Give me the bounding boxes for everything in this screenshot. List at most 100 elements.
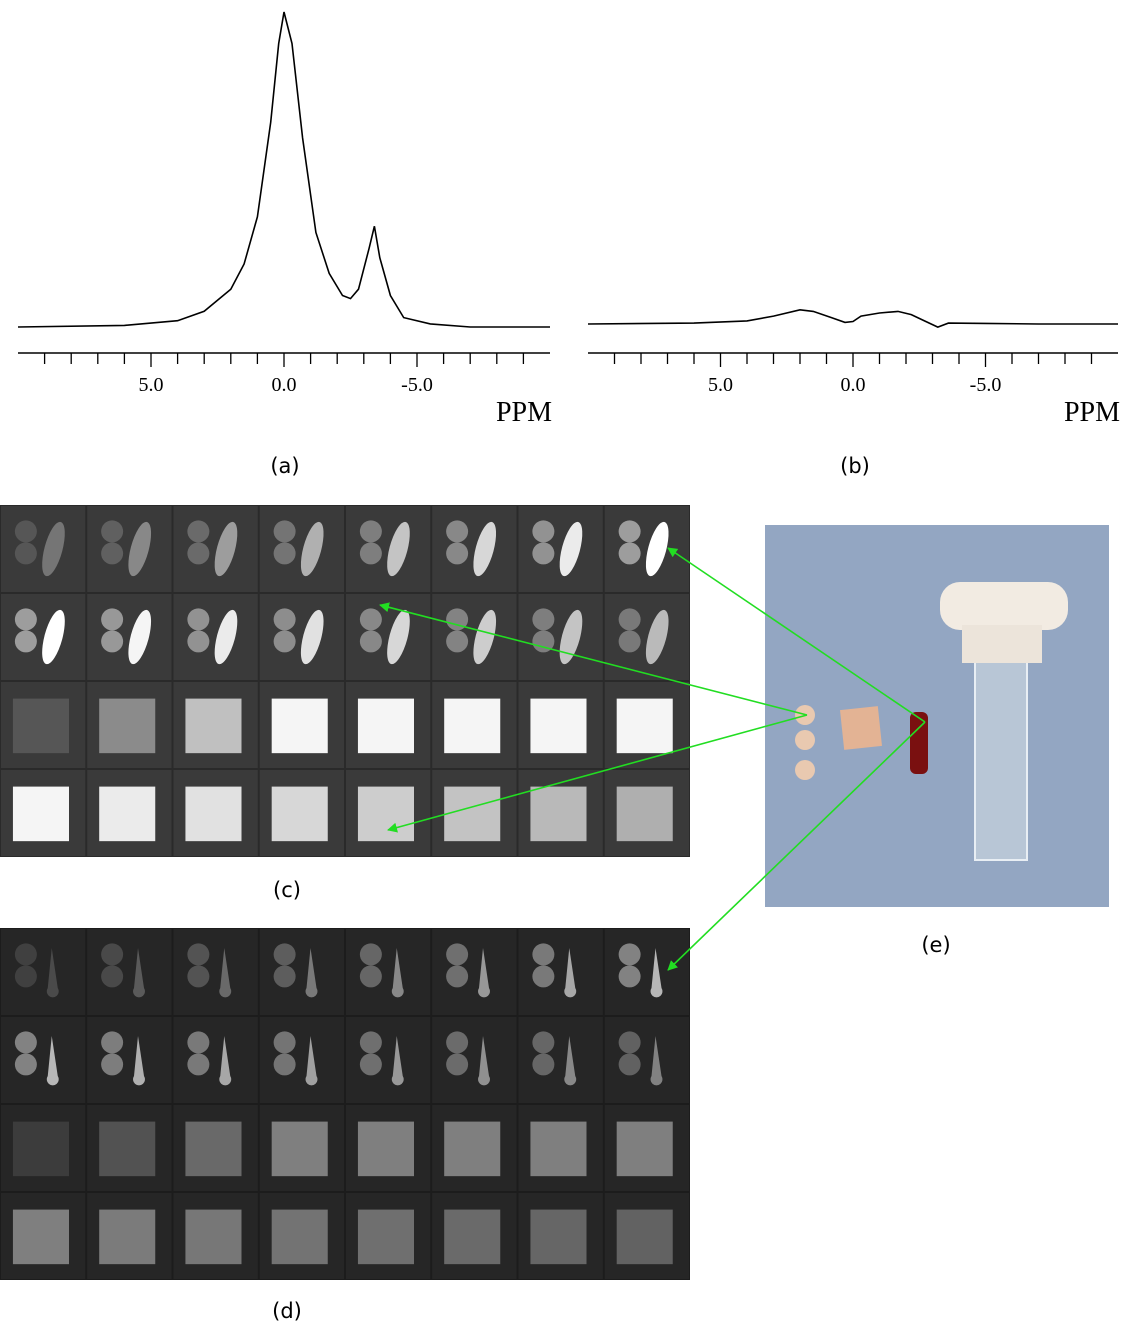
image-cell: [1, 929, 85, 1015]
image-cell: [87, 1017, 171, 1103]
image-cell: [519, 506, 603, 592]
image-cell: [174, 929, 258, 1015]
caption: (d): [272, 1299, 302, 1323]
disc: [187, 1031, 209, 1053]
disc: [619, 1053, 641, 1075]
image-cell: [174, 506, 258, 592]
cube: [99, 1122, 155, 1177]
cube: [530, 699, 586, 754]
disc: [101, 943, 123, 965]
disc: [360, 608, 382, 630]
disc: [101, 965, 123, 987]
cube: [13, 1210, 69, 1265]
caption: (c): [273, 878, 301, 902]
x-tick-label: 0.0: [841, 374, 866, 396]
image-cell: [260, 929, 344, 1015]
cube: [99, 699, 155, 754]
cube: [444, 1210, 500, 1265]
cube: [185, 1210, 241, 1265]
cube: [444, 1122, 500, 1177]
image-cell: [605, 929, 689, 1015]
container-neck: [962, 625, 1042, 663]
sample-cube: [840, 706, 882, 750]
disc: [101, 1031, 123, 1053]
cube: [617, 1210, 673, 1265]
disc: [15, 1053, 37, 1075]
disc: [532, 520, 554, 542]
image-cell: [519, 594, 603, 680]
disc: [187, 520, 209, 542]
cube: [358, 1210, 414, 1265]
disc: [15, 1031, 37, 1053]
image-cell: [346, 1017, 430, 1103]
disc: [360, 965, 382, 987]
disc: [619, 1031, 641, 1053]
cube: [272, 699, 328, 754]
x-tick-label: -5.0: [401, 374, 433, 396]
disc: [446, 630, 468, 652]
image-cell: [346, 506, 430, 592]
disc: [446, 520, 468, 542]
cube: [99, 787, 155, 842]
disc: [446, 1031, 468, 1053]
x-axis-label: PPM: [1064, 397, 1120, 428]
container-tube: [975, 662, 1027, 860]
spectrum-line: [18, 12, 550, 327]
cube: [13, 787, 69, 842]
disc: [101, 1053, 123, 1075]
cube: [185, 699, 241, 754]
image-cell: [605, 1017, 689, 1103]
cube: [444, 787, 500, 842]
image-d: [0, 928, 690, 1280]
image-cell: [260, 1017, 344, 1103]
disc: [532, 1031, 554, 1053]
cube: [530, 1122, 586, 1177]
cube: [530, 1210, 586, 1265]
disc: [619, 630, 641, 652]
disc: [101, 542, 123, 564]
page: (c) (d) (e) 5.00.0-5.0PPM(a)5.00.0-5.0PP…: [0, 0, 1132, 1328]
image-cell: [174, 594, 258, 680]
spectrum-line: [588, 310, 1118, 327]
disc: [446, 542, 468, 564]
image-cell: [605, 506, 689, 592]
caption: (e): [921, 933, 950, 957]
cube: [272, 787, 328, 842]
disc: [187, 965, 209, 987]
disc: [15, 542, 37, 564]
image-cell: [346, 929, 430, 1015]
image-cell: [260, 594, 344, 680]
disc: [274, 630, 296, 652]
disc: [532, 542, 554, 564]
image-cell: [605, 594, 689, 680]
x-tick-label: -5.0: [970, 374, 1002, 396]
disc: [187, 542, 209, 564]
image-cell: [87, 929, 171, 1015]
disc: [532, 1053, 554, 1075]
disc: [101, 608, 123, 630]
disc: [274, 608, 296, 630]
disc: [187, 608, 209, 630]
disc: [274, 943, 296, 965]
disc: [619, 943, 641, 965]
image-cell: [432, 1017, 516, 1103]
image-cell: [1, 1017, 85, 1103]
disc: [360, 943, 382, 965]
cube: [358, 1122, 414, 1177]
cube: [272, 1210, 328, 1265]
cube: [530, 787, 586, 842]
image-c: [0, 505, 690, 857]
figure: (c) (d) (e) 5.00.0-5.0PPM(a)5.00.0-5.0PP…: [0, 0, 1132, 1328]
disc: [101, 520, 123, 542]
image-cell: [432, 929, 516, 1015]
cube: [444, 699, 500, 754]
image-cell: [174, 1017, 258, 1103]
disc: [274, 1031, 296, 1053]
disc: [15, 608, 37, 630]
disc: [15, 630, 37, 652]
cube: [617, 787, 673, 842]
disc: [360, 520, 382, 542]
disc: [360, 1053, 382, 1075]
disc: [446, 965, 468, 987]
cube: [99, 1210, 155, 1265]
